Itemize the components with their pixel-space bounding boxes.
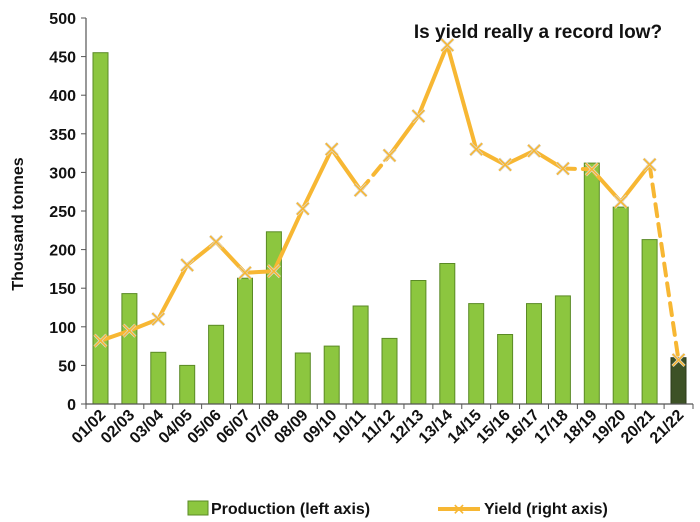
yield-line-segment	[300, 147, 334, 211]
chart-title: Is yield really a record low?	[414, 22, 662, 43]
yield-point	[93, 333, 108, 348]
yield-line-segment	[98, 328, 132, 343]
production-bar	[497, 334, 514, 405]
legend-marker-yield: ✕	[452, 500, 465, 519]
production-bar	[208, 324, 225, 405]
y-tick-label: 250	[49, 204, 76, 221]
yield-point	[440, 37, 455, 53]
production-bar	[323, 345, 340, 405]
yield-point	[498, 157, 513, 172]
production-bar	[641, 239, 658, 405]
production-bar	[439, 263, 456, 405]
yield-point	[266, 264, 281, 279]
yield-point	[584, 162, 599, 177]
yield-point	[613, 194, 628, 209]
production-bar	[583, 162, 600, 405]
y-tick-label: 500	[49, 11, 76, 28]
yield-point	[555, 161, 570, 176]
yield-point	[122, 323, 137, 338]
yield-point	[671, 352, 686, 368]
y-tick-label: 200	[49, 243, 76, 260]
yield-point	[526, 143, 542, 158]
legend-item-production: Production (left axis)	[187, 500, 370, 518]
y-axis-label: Thousand tonnes	[10, 157, 27, 290]
chart-legend: Production (left axis) ✕ Yield (right ax…	[187, 500, 608, 519]
production-bar	[294, 352, 311, 405]
y-tick-label: 300	[49, 165, 76, 182]
yield-line-segment	[243, 269, 276, 275]
production-bar	[410, 280, 427, 405]
yield-line-segment	[271, 206, 305, 274]
y-tick-label: 50	[58, 358, 76, 375]
yield-point	[353, 183, 368, 198]
production-bar	[526, 303, 542, 405]
y-tick-label: 100	[49, 320, 76, 337]
production-bar	[554, 295, 571, 405]
yield-line-segment	[503, 148, 536, 167]
yield-point	[382, 148, 397, 163]
yield-point	[151, 312, 166, 327]
legend-item-yield: ✕ Yield (right axis)	[438, 500, 608, 519]
y-tick-label: 0	[67, 397, 76, 414]
y-tick-label: 350	[49, 127, 76, 144]
yield-point	[237, 265, 253, 280]
yield-line-segment	[127, 317, 161, 333]
production-bar	[612, 206, 629, 405]
y-tick-label: 450	[49, 50, 76, 67]
yield-line-segment	[156, 263, 190, 322]
legend-swatch-production	[187, 500, 209, 516]
legend-label-production: Production (left axis)	[211, 501, 370, 518]
y-tick-label: 400	[49, 88, 76, 105]
production-bar	[92, 52, 109, 405]
production-bar	[468, 303, 485, 405]
production-bar	[237, 277, 253, 405]
yield-point	[411, 108, 426, 124]
yield-line-dashed-segment	[647, 162, 681, 362]
yield-point	[642, 157, 657, 172]
production-bar	[121, 293, 138, 405]
yield-line-dashed-segment	[560, 166, 594, 172]
yield-line-segment	[445, 43, 479, 152]
production-bar	[150, 351, 167, 405]
yield-point	[469, 142, 484, 157]
legend-label-yield: Yield (right axis)	[484, 501, 608, 518]
production-bar	[179, 364, 196, 405]
yield-point	[295, 201, 310, 216]
production-bar	[381, 337, 398, 405]
yield-point	[324, 142, 339, 157]
yield-line-segment	[474, 147, 508, 167]
yield-point	[180, 257, 195, 273]
y-tick-label: 150	[49, 281, 76, 298]
yield-point	[209, 234, 224, 249]
yield-line-segment	[416, 43, 450, 118]
production-bar	[352, 305, 369, 405]
